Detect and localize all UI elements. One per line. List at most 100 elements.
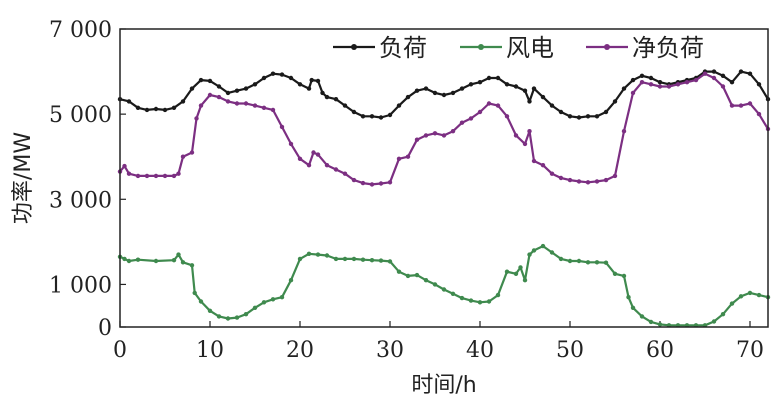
- data-point: [216, 314, 222, 319]
- data-point: [711, 75, 717, 81]
- x-tick-label: 70: [736, 338, 764, 363]
- data-point: [657, 80, 663, 85]
- data-point: [441, 133, 447, 138]
- data-point: [414, 272, 420, 278]
- data-point: [522, 141, 528, 147]
- data-point: [518, 265, 523, 270]
- legend-marker: [478, 44, 484, 50]
- data-point: [288, 75, 294, 81]
- legend-label: 净负荷: [632, 34, 704, 62]
- series-line: [119, 72, 769, 186]
- x-tick-label: 20: [286, 338, 314, 363]
- data-point: [176, 252, 181, 257]
- data-point: [153, 106, 159, 112]
- data-point: [576, 115, 582, 120]
- data-point: [360, 114, 366, 119]
- data-point: [621, 273, 627, 279]
- data-point: [192, 290, 197, 296]
- y-tick-label: 7 000: [49, 18, 112, 43]
- data-point: [279, 295, 285, 300]
- data-point: [306, 86, 312, 91]
- data-point: [225, 316, 231, 321]
- data-point: [594, 260, 600, 265]
- data-point: [567, 114, 573, 119]
- x-tick-label: 50: [556, 338, 584, 363]
- data-point: [738, 103, 744, 108]
- data-point: [126, 258, 132, 264]
- data-point: [243, 86, 249, 91]
- data-point: [513, 84, 519, 89]
- y-axis-label: 功率/MW: [11, 132, 36, 224]
- data-point: [603, 177, 609, 183]
- data-point: [468, 82, 474, 87]
- data-point: [324, 253, 330, 258]
- data-point: [171, 105, 177, 111]
- data-point: [342, 171, 348, 176]
- data-point: [477, 300, 483, 305]
- y-tick-label: 3 000: [49, 188, 112, 213]
- data-point: [648, 82, 654, 87]
- data-point: [216, 94, 222, 100]
- data-point: [405, 273, 411, 279]
- data-point: [450, 129, 456, 134]
- data-point: [279, 124, 285, 130]
- series-layer: [117, 69, 771, 328]
- data-point: [585, 260, 591, 265]
- data-point: [351, 109, 357, 115]
- data-point: [459, 120, 465, 125]
- data-point: [279, 72, 285, 77]
- x-axis-label: 时间/h: [411, 373, 476, 398]
- data-point: [369, 114, 375, 119]
- data-point: [594, 179, 600, 184]
- data-point: [527, 99, 532, 104]
- x-axis-ticks: 0 10 20 30 40 50 60 70: [113, 321, 764, 363]
- data-point: [729, 301, 735, 306]
- data-point: [153, 173, 159, 179]
- data-point: [135, 105, 141, 111]
- data-point: [639, 314, 645, 319]
- data-point: [612, 271, 618, 276]
- data-point: [207, 78, 213, 84]
- data-point: [639, 73, 645, 79]
- series-2: [117, 71, 771, 187]
- data-point: [432, 131, 438, 136]
- data-point: [153, 258, 159, 264]
- data-point: [720, 312, 726, 317]
- data-point: [522, 88, 528, 93]
- data-point: [486, 75, 492, 81]
- data-point: [603, 109, 609, 115]
- data-point: [441, 92, 447, 98]
- data-point: [333, 167, 339, 172]
- data-point: [513, 133, 519, 138]
- data-point: [144, 107, 150, 113]
- data-point: [261, 300, 267, 305]
- data-point: [558, 109, 564, 115]
- data-point: [306, 163, 312, 168]
- data-point: [342, 256, 348, 262]
- data-point: [756, 111, 762, 117]
- data-point: [450, 90, 456, 96]
- data-point: [189, 86, 195, 91]
- data-point: [135, 173, 141, 179]
- data-point: [621, 129, 627, 134]
- data-point: [405, 94, 411, 100]
- data-point: [459, 295, 465, 301]
- data-point: [315, 252, 321, 257]
- data-point: [486, 299, 492, 304]
- data-point: [648, 75, 654, 81]
- data-point: [396, 103, 402, 108]
- data-point: [567, 177, 573, 183]
- data-point: [144, 173, 150, 179]
- data-point: [189, 150, 195, 155]
- data-point: [198, 103, 204, 108]
- data-point: [531, 248, 537, 253]
- data-point: [441, 287, 447, 292]
- series-line: [119, 245, 769, 327]
- data-point: [207, 308, 213, 313]
- data-point: [657, 84, 663, 89]
- data-point: [297, 156, 303, 161]
- data-point: [387, 259, 393, 264]
- data-point: [423, 278, 429, 283]
- data-point: [320, 90, 325, 96]
